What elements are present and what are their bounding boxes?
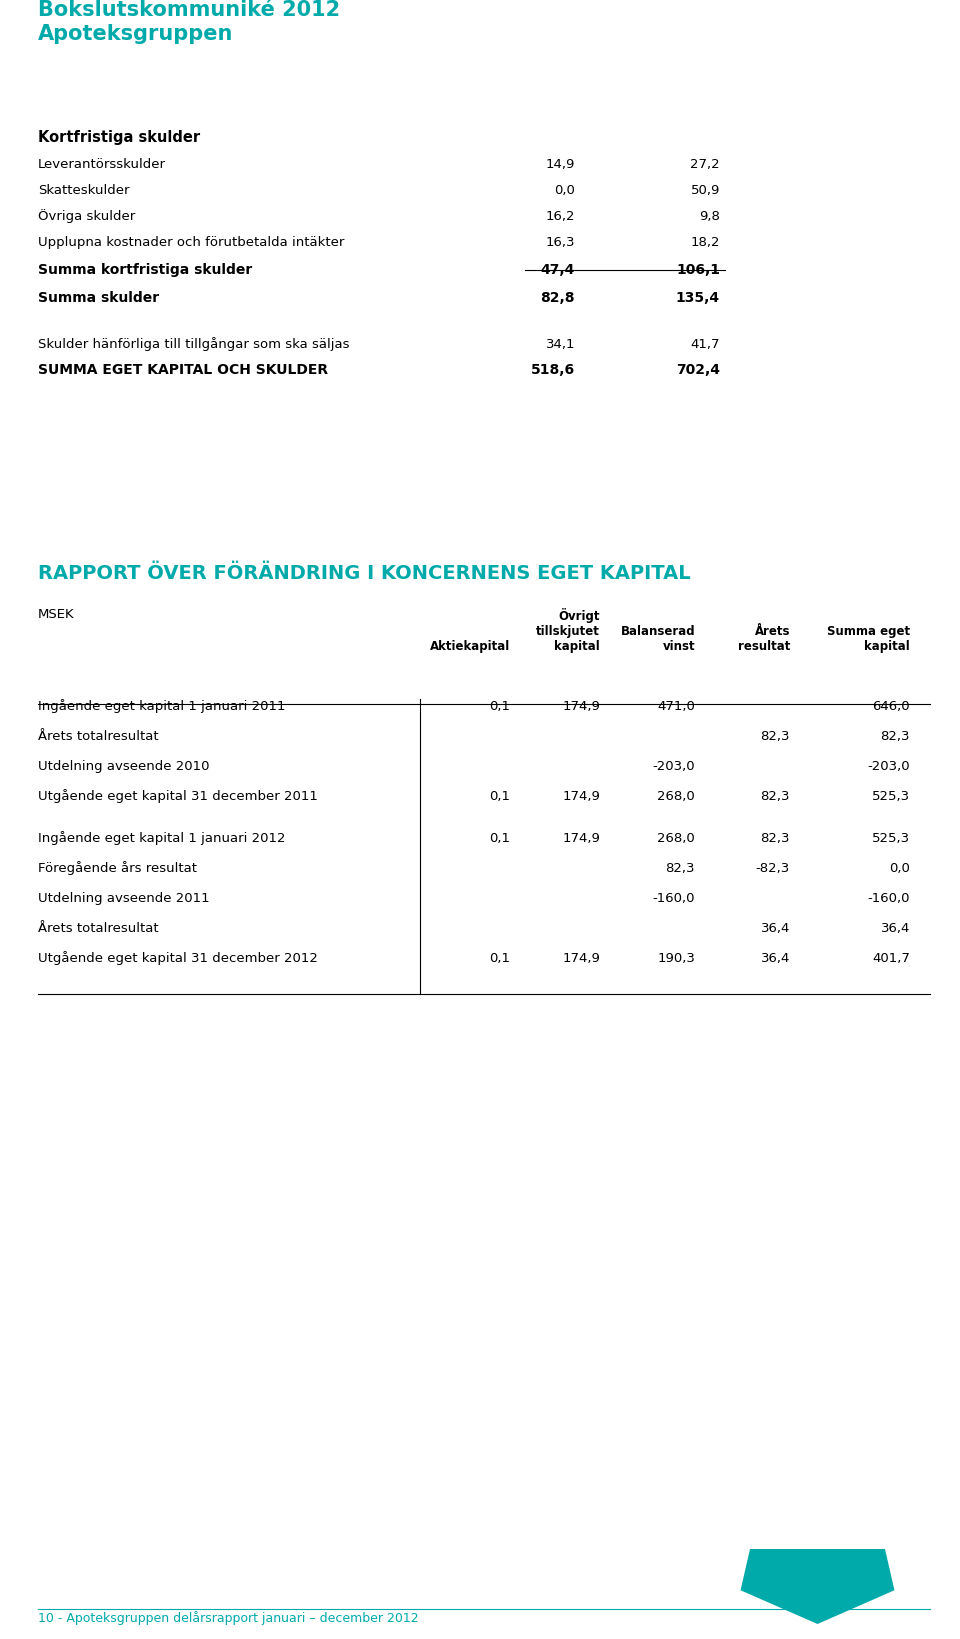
Text: Summa kortfristiga skulder: Summa kortfristiga skulder bbox=[38, 262, 252, 277]
Text: Skulder hänförliga till tillgångar som ska säljas: Skulder hänförliga till tillgångar som s… bbox=[38, 338, 349, 351]
Text: 518,6: 518,6 bbox=[531, 362, 575, 377]
Text: 16,3: 16,3 bbox=[545, 236, 575, 249]
Text: 135,4: 135,4 bbox=[676, 290, 720, 305]
Text: 0,1: 0,1 bbox=[489, 790, 510, 803]
Text: Övrigt
tillskjutet
kapital: Övrigt tillskjutet kapital bbox=[536, 608, 600, 652]
Text: Utdelning avseende 2011: Utdelning avseende 2011 bbox=[38, 892, 209, 905]
Text: 0,1: 0,1 bbox=[489, 831, 510, 844]
Text: 47,4: 47,4 bbox=[540, 262, 575, 277]
Text: Utgående eget kapital 31 december 2011: Utgående eget kapital 31 december 2011 bbox=[38, 788, 318, 803]
Text: Utdelning avseende 2010: Utdelning avseende 2010 bbox=[38, 759, 209, 772]
Text: MSEK: MSEK bbox=[38, 608, 75, 621]
Text: 268,0: 268,0 bbox=[658, 790, 695, 803]
Text: Leverantörsskulder: Leverantörsskulder bbox=[38, 157, 166, 170]
Text: 14,9: 14,9 bbox=[545, 157, 575, 170]
Text: 82,3: 82,3 bbox=[760, 831, 790, 844]
Text: Summa skulder: Summa skulder bbox=[38, 290, 159, 305]
Text: RAPPORT ÖVER FÖRÄNDRING I KONCERNENS EGET KAPITAL: RAPPORT ÖVER FÖRÄNDRING I KONCERNENS EGE… bbox=[38, 564, 690, 582]
Text: Bokslutskommuniké 2012: Bokslutskommuniké 2012 bbox=[38, 0, 340, 20]
Text: -160,0: -160,0 bbox=[653, 892, 695, 905]
Text: 190,3: 190,3 bbox=[658, 951, 695, 964]
Text: Skatteskulder: Skatteskulder bbox=[38, 184, 130, 197]
Text: 82,3: 82,3 bbox=[760, 790, 790, 803]
Text: 18,2: 18,2 bbox=[690, 236, 720, 249]
Text: Övriga skulder: Övriga skulder bbox=[38, 208, 135, 223]
Polygon shape bbox=[740, 1549, 895, 1624]
Text: 0,1: 0,1 bbox=[489, 700, 510, 713]
Text: Summa eget
kapital: Summa eget kapital bbox=[827, 624, 910, 652]
Text: 16,2: 16,2 bbox=[545, 210, 575, 223]
Text: 27,2: 27,2 bbox=[690, 157, 720, 170]
Text: apoteks
gruppen: apoteks gruppen bbox=[779, 33, 857, 72]
Text: 471,0: 471,0 bbox=[658, 700, 695, 713]
Text: Årets totalresultat: Årets totalresultat bbox=[38, 921, 158, 934]
Text: 36,4: 36,4 bbox=[760, 951, 790, 964]
Text: 36,4: 36,4 bbox=[880, 921, 910, 934]
Text: Ingående eget kapital 1 januari 2011: Ingående eget kapital 1 januari 2011 bbox=[38, 698, 285, 713]
Text: Årets
resultat: Årets resultat bbox=[737, 624, 790, 652]
Text: 174,9: 174,9 bbox=[563, 700, 600, 713]
Text: 0,1: 0,1 bbox=[489, 951, 510, 964]
Text: 174,9: 174,9 bbox=[563, 951, 600, 964]
Text: 525,3: 525,3 bbox=[872, 790, 910, 803]
Text: Föregående års resultat: Föregående års resultat bbox=[38, 860, 197, 875]
Text: 36,4: 36,4 bbox=[760, 921, 790, 934]
Text: -203,0: -203,0 bbox=[653, 759, 695, 772]
Text: 525,3: 525,3 bbox=[872, 831, 910, 844]
Text: 82,3: 82,3 bbox=[880, 729, 910, 742]
Text: Aktiekapital: Aktiekapital bbox=[430, 639, 510, 652]
Text: 0,0: 0,0 bbox=[889, 862, 910, 875]
Text: 10 - Apoteksgruppen delårsrapport januari – december 2012: 10 - Apoteksgruppen delårsrapport januar… bbox=[38, 1609, 419, 1624]
Text: Årets totalresultat: Årets totalresultat bbox=[38, 729, 158, 742]
Text: 106,1: 106,1 bbox=[676, 262, 720, 277]
Text: 401,7: 401,7 bbox=[872, 951, 910, 964]
Text: Upplupna kostnader och förutbetalda intäkter: Upplupna kostnader och förutbetalda intä… bbox=[38, 236, 345, 249]
Text: Apoteksgruppen: Apoteksgruppen bbox=[38, 25, 233, 44]
Text: 82,3: 82,3 bbox=[665, 862, 695, 875]
Text: 50,9: 50,9 bbox=[690, 184, 720, 197]
Text: 702,4: 702,4 bbox=[676, 362, 720, 377]
Text: Ingående eget kapital 1 januari 2012: Ingående eget kapital 1 januari 2012 bbox=[38, 831, 285, 844]
Text: -203,0: -203,0 bbox=[868, 759, 910, 772]
Text: 646,0: 646,0 bbox=[873, 700, 910, 713]
Text: Utgående eget kapital 31 december 2012: Utgående eget kapital 31 december 2012 bbox=[38, 951, 318, 964]
Text: 9,8: 9,8 bbox=[699, 210, 720, 223]
Text: Balanserad
vinst: Balanserad vinst bbox=[620, 624, 695, 652]
Text: -82,3: -82,3 bbox=[756, 862, 790, 875]
Text: 82,3: 82,3 bbox=[760, 729, 790, 742]
Text: 0,0: 0,0 bbox=[554, 184, 575, 197]
Text: 34,1: 34,1 bbox=[545, 338, 575, 351]
Text: Kortfristiga skulder: Kortfristiga skulder bbox=[38, 129, 200, 144]
Text: 82,8: 82,8 bbox=[540, 290, 575, 305]
Text: -160,0: -160,0 bbox=[868, 892, 910, 905]
Text: SUMMA EGET KAPITAL OCH SKULDER: SUMMA EGET KAPITAL OCH SKULDER bbox=[38, 362, 328, 377]
Text: 41,7: 41,7 bbox=[690, 338, 720, 351]
Text: 268,0: 268,0 bbox=[658, 831, 695, 844]
Text: 174,9: 174,9 bbox=[563, 790, 600, 803]
Text: 174,9: 174,9 bbox=[563, 831, 600, 844]
